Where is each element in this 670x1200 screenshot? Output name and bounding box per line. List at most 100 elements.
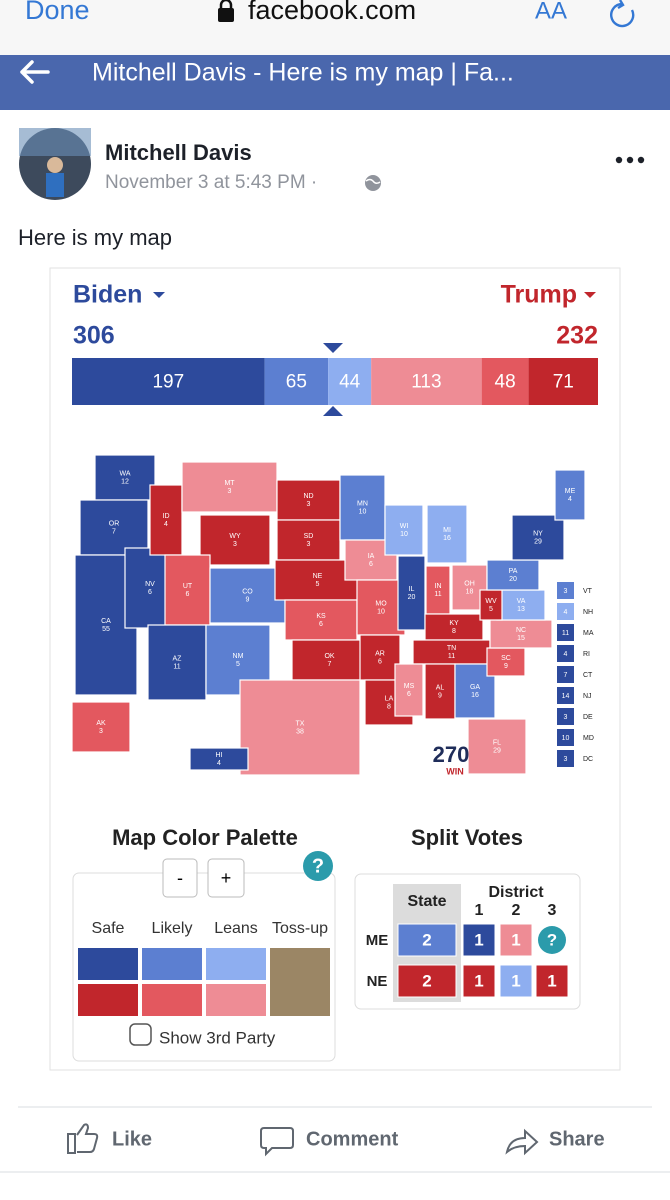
left-candidate[interactable]: Biden (73, 281, 142, 309)
palette-swatch[interactable] (206, 984, 266, 1016)
state[interactable] (181, 461, 278, 513)
bar-segment (72, 358, 265, 405)
state[interactable] (71, 701, 131, 753)
state[interactable] (189, 747, 249, 771)
state-ev: 55 (102, 626, 110, 633)
state-ev: 5 (489, 606, 493, 613)
palette-swatch[interactable] (78, 948, 138, 980)
small-state-box[interactable] (557, 708, 574, 725)
state[interactable] (276, 479, 341, 521)
state[interactable] (149, 484, 183, 556)
small-state-ev: 4 (564, 609, 568, 616)
small-state-box[interactable] (557, 582, 574, 599)
back-arrow[interactable] (20, 60, 50, 84)
state-abbr: CA (101, 618, 111, 625)
state[interactable] (276, 519, 341, 561)
help-button[interactable] (303, 851, 333, 881)
third-party-checkbox[interactable] (129, 1023, 152, 1046)
split-cell[interactable] (499, 964, 533, 998)
action-button[interactable]: Like (112, 1128, 152, 1150)
state-abbr: WY (229, 533, 241, 540)
state[interactable] (424, 613, 484, 641)
right-candidate[interactable]: Trump (501, 281, 577, 309)
state[interactable] (359, 634, 401, 681)
state-ev: 16 (443, 535, 451, 542)
small-state-ev: 10 (562, 735, 570, 742)
small-state-box[interactable] (557, 729, 574, 746)
minus-button[interactable] (162, 858, 198, 898)
plus-button[interactable] (207, 858, 245, 898)
share-icon[interactable] (505, 1128, 539, 1156)
state-ev: 4 (217, 760, 221, 767)
palette-swatch[interactable] (142, 984, 202, 1016)
small-state-box[interactable] (557, 624, 574, 641)
state[interactable] (284, 599, 358, 641)
palette-swatch[interactable] (142, 948, 202, 980)
help-label[interactable]: ? (312, 855, 324, 877)
more-options[interactable] (615, 156, 645, 164)
split-cell[interactable] (499, 923, 533, 957)
plus-label[interactable]: + (221, 868, 232, 888)
state[interactable] (489, 619, 553, 649)
small-state-box[interactable] (557, 750, 574, 767)
split-cell[interactable] (535, 964, 569, 998)
palette-swatch[interactable] (206, 948, 266, 980)
left-caret[interactable] (153, 292, 165, 298)
state-ev: 4 (164, 521, 168, 528)
author-name[interactable]: Mitchell Davis (105, 140, 252, 165)
right-caret[interactable] (584, 292, 596, 298)
state[interactable] (239, 679, 361, 776)
url[interactable]: facebook.com (248, 0, 416, 25)
action-button[interactable]: Share (549, 1128, 605, 1150)
state[interactable] (425, 565, 451, 615)
split-cell[interactable] (462, 923, 496, 957)
split-row-label: NE (367, 973, 388, 990)
state[interactable] (486, 647, 526, 677)
reload-icon[interactable] (610, 0, 635, 28)
state[interactable] (486, 559, 540, 591)
state-ev: 38 (296, 728, 304, 735)
state-abbr: NM (233, 653, 244, 660)
nav-title: Mitchell Davis - Here is my map | Fa... (92, 59, 514, 87)
state[interactable] (554, 469, 586, 521)
comment-icon[interactable] (260, 1127, 294, 1157)
state[interactable] (394, 663, 424, 717)
split-cell-label: 1 (511, 930, 520, 949)
palette-swatch[interactable] (270, 948, 330, 1016)
state[interactable] (397, 555, 426, 631)
state[interactable] (467, 718, 527, 775)
state-abbr: OH (464, 580, 475, 587)
state[interactable] (511, 514, 565, 561)
state[interactable] (209, 567, 286, 624)
text-size-button[interactable]: AA (535, 0, 567, 24)
post-text: Here is my map (18, 225, 172, 250)
bar-segment-label: 48 (495, 372, 516, 393)
palette-swatch[interactable] (78, 984, 138, 1016)
small-state-box[interactable] (557, 687, 574, 704)
small-state-ev: 7 (564, 672, 568, 679)
split-cell[interactable] (397, 923, 457, 957)
state[interactable] (164, 554, 211, 626)
state-ev: 7 (112, 528, 116, 535)
post-timestamp[interactable]: November 3 at 5:43 PM · (105, 172, 317, 193)
small-state-box[interactable] (557, 666, 574, 683)
state[interactable] (426, 504, 468, 564)
small-state-box[interactable] (557, 645, 574, 662)
state-abbr: PA (509, 568, 518, 575)
like-icon[interactable] (67, 1123, 99, 1154)
split-help[interactable] (538, 926, 566, 954)
state[interactable] (384, 504, 424, 556)
browser-bar (0, 0, 670, 55)
small-state-box[interactable] (557, 603, 574, 620)
split-cell-label: 1 (474, 930, 483, 949)
state[interactable] (94, 454, 156, 501)
state[interactable] (199, 514, 271, 566)
palette-title: Map Color Palette (112, 825, 298, 850)
action-button[interactable]: Comment (306, 1128, 399, 1150)
third-party-label[interactable]: Show 3rd Party (159, 1028, 276, 1047)
done-button[interactable]: Done (25, 0, 90, 25)
minus-label[interactable]: - (177, 868, 183, 888)
split-cell[interactable] (397, 964, 457, 998)
split-cell[interactable] (462, 964, 496, 998)
state[interactable] (79, 499, 149, 556)
